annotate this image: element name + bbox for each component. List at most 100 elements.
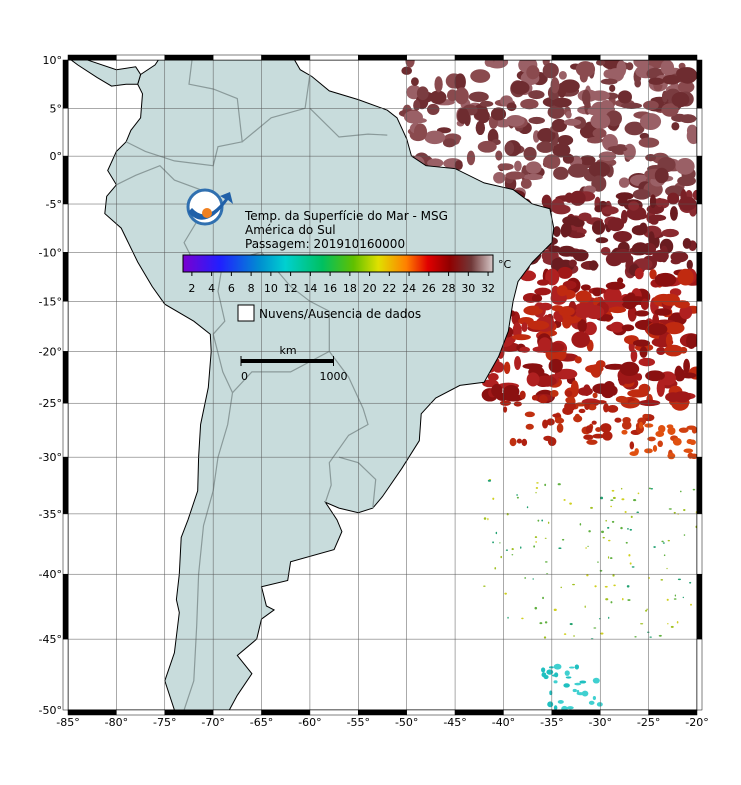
- sst-patch: [588, 700, 595, 705]
- sst-patch: [427, 103, 440, 115]
- sst-patch: [671, 113, 688, 123]
- sst-patch: [550, 198, 565, 214]
- sst-patch: [552, 143, 571, 158]
- sst-patch: [549, 690, 553, 696]
- sst-patch: [656, 197, 664, 208]
- sst-patch: [551, 305, 564, 312]
- sst-patch: [612, 496, 616, 500]
- sst-patch: [643, 100, 659, 111]
- sst-patch: [579, 155, 596, 166]
- sst-patch: [610, 601, 613, 604]
- sst-patch: [424, 130, 446, 145]
- sst-patch: [626, 62, 634, 71]
- sst-patch: [599, 164, 607, 171]
- sst-patch: [616, 60, 627, 77]
- sst-patch: [611, 520, 615, 523]
- sst-patch: [500, 555, 503, 559]
- sst-patch: [521, 617, 524, 620]
- sst-patch: [574, 682, 582, 686]
- legend-label: Nuvens/Ausencia de dados: [259, 307, 421, 321]
- title-line: Passagem: 201910160000: [245, 237, 405, 251]
- sst-patch: [653, 546, 656, 548]
- country-border: [309, 107, 388, 138]
- sst-patch: [487, 479, 492, 482]
- sst-patch: [583, 434, 594, 440]
- sst-patch: [639, 113, 662, 131]
- land: [104, 60, 555, 710]
- sst-patch: [658, 425, 666, 433]
- scale-label: 1000: [320, 370, 348, 383]
- sst-patch: [690, 603, 692, 606]
- sst-patch: [595, 427, 602, 432]
- sst-patch: [506, 102, 517, 112]
- frame-segment: [648, 709, 698, 716]
- frame-segment: [696, 638, 703, 711]
- frame-segment: [116, 709, 166, 716]
- sst-patch: [667, 192, 680, 205]
- sst-patch: [630, 515, 633, 519]
- sst-patch: [541, 194, 552, 208]
- sst-patch: [620, 487, 623, 490]
- sst-patch: [594, 585, 597, 588]
- frame-segment: [696, 155, 703, 205]
- frame-segment: [62, 252, 69, 302]
- sst-patch: [603, 381, 615, 392]
- sst-patch: [663, 554, 666, 557]
- sst-patch: [630, 349, 638, 363]
- sst-patch: [677, 175, 696, 187]
- sst-patch: [614, 417, 622, 423]
- sst-patch: [580, 284, 591, 291]
- sst-patch: [541, 667, 546, 673]
- sst-patch: [591, 420, 597, 425]
- sst-patch: [579, 680, 587, 684]
- sst-patch: [627, 599, 631, 602]
- sst-patch: [548, 358, 563, 373]
- sst-patch: [516, 496, 519, 499]
- sst-patch: [689, 439, 696, 446]
- sst-patch: [503, 361, 511, 375]
- sst-patch: [576, 692, 585, 696]
- sst-patch: [483, 517, 487, 520]
- sst-patch: [535, 487, 539, 489]
- sst-patch: [634, 448, 639, 455]
- sst-patch: [679, 490, 682, 493]
- sst-patch: [569, 623, 573, 626]
- sst-patch: [618, 374, 626, 386]
- sst-patch: [519, 390, 526, 400]
- sst-patch: [585, 425, 593, 434]
- sst-patch: [618, 177, 630, 188]
- sst-patch: [686, 425, 697, 430]
- sst-patch: [538, 394, 548, 404]
- frame-segment: [62, 351, 69, 404]
- sst-patch: [682, 596, 684, 599]
- sst-patch: [654, 272, 677, 287]
- sst-patch: [556, 423, 564, 433]
- land: [70, 60, 142, 87]
- sst-patch: [526, 372, 540, 387]
- colorbar-unit: °C: [498, 258, 512, 271]
- sst-patch: [541, 672, 547, 678]
- sst-patch: [563, 499, 566, 501]
- sst-patch: [640, 298, 650, 310]
- sst-patch: [598, 618, 601, 620]
- sst-patch: [657, 440, 663, 448]
- sst-patch: [620, 526, 623, 530]
- sst-patch: [477, 109, 490, 124]
- sst-patch: [607, 145, 628, 152]
- sst-patch: [411, 77, 419, 86]
- sst-patch: [427, 158, 444, 168]
- sst-patch: [513, 401, 522, 407]
- colorbar-tick-label: 14: [303, 282, 317, 295]
- sst-patch: [547, 521, 550, 524]
- sst-patch: [625, 541, 628, 544]
- x-tick-label: -50°: [395, 716, 418, 729]
- sst-patch: [620, 209, 628, 224]
- sst-patch: [631, 242, 649, 256]
- sst-patch: [505, 115, 525, 127]
- sst-patch: [631, 566, 635, 568]
- sst-patch: [552, 97, 572, 108]
- sst-patch: [516, 494, 518, 496]
- sst-patch: [679, 305, 693, 320]
- sst-patch: [661, 228, 679, 238]
